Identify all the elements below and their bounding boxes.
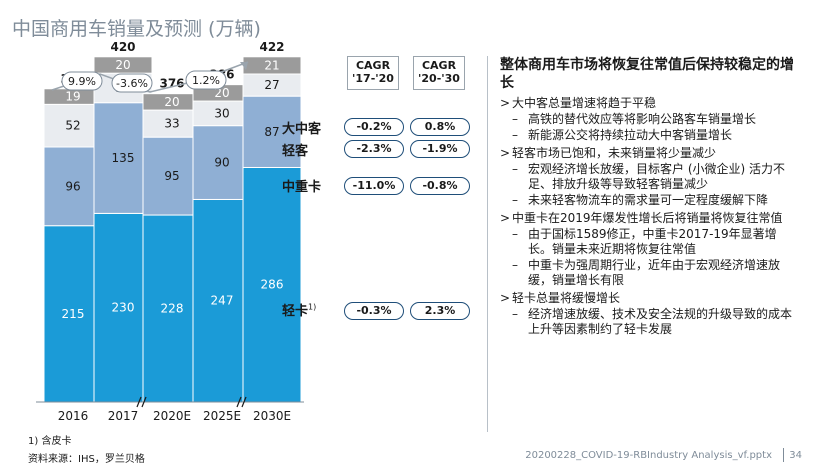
bar-segment — [93, 56, 153, 74]
x-tick-label: 2017 — [108, 409, 139, 423]
x-tick-label: 2020E — [153, 409, 191, 423]
commentary-sub-bullet: 新能源公交将持续拉动大中客销量增长 — [500, 128, 800, 143]
bar-value-label: 228 — [161, 302, 184, 316]
growth-bubble — [111, 73, 153, 93]
x-tick-label: 2030E — [253, 409, 291, 423]
bar-value-label: 27 — [264, 78, 279, 92]
cagr-pill-ltruck-17-20: -0.3% — [344, 302, 404, 320]
bar-value-label: 135 — [112, 151, 135, 165]
footer-separator — [783, 448, 784, 462]
cagr-pill-lcv-20-30: -1.9% — [410, 140, 470, 158]
segment-label-ltruck: 轻卡1) — [282, 300, 316, 319]
growth-rate-label: -3.6% — [116, 77, 148, 90]
bar-total-label: 422 — [259, 40, 284, 54]
bar-value-label: 230 — [112, 301, 135, 315]
growth-bubble — [185, 70, 227, 90]
commentary-heading: 整体商用车市场将恢复往常值后保持较稳定的增长 — [500, 57, 794, 91]
axis-break-mark — [141, 396, 147, 408]
bar-segment — [192, 100, 252, 127]
x-tick-label: 2025E — [203, 409, 241, 423]
growth-bubble — [61, 71, 103, 91]
column-divider — [487, 56, 488, 432]
commentary-bullet: 中重卡在2019年爆发性增长后将销量将恢复往常值 — [500, 211, 800, 226]
x-tick-label: 2016 — [58, 409, 89, 423]
footnote: 1) 含皮卡 — [28, 436, 72, 447]
cagr-pill-mhcv-17-20: -11.0% — [344, 177, 404, 195]
bar-value-label: 215 — [62, 307, 85, 321]
bar-value-label: 247 — [211, 294, 234, 308]
bar-total-label: 420 — [110, 40, 135, 54]
bar-segment — [242, 166, 302, 403]
bar-segment — [93, 102, 153, 214]
cagr-pill-lcv-17-20: -2.3% — [344, 140, 404, 158]
commentary-sub-bullet: 未来轻客物流车的需求量可一定程度缓解下降 — [500, 193, 800, 208]
cagr-header-line2: '17-'20 — [352, 72, 394, 85]
segment-label-mhcv: 中重卡 — [282, 180, 322, 195]
bar-value-label: 19 — [65, 90, 80, 104]
cagr-header-line2: '20-'30 — [418, 72, 460, 85]
commentary-sub-bullet: 宏观经济增长放缓，目标客户 (小微企业) 活力不足、排放升级等导致轻客销量减少 — [500, 162, 800, 192]
commentary-bullet: 轻客市场已饱和，未来销量将少量减少 — [500, 146, 800, 161]
bar-segment — [192, 125, 252, 200]
growth-rate-label: 1.2% — [192, 74, 220, 87]
commentary-sub-bullet: 中重卡为强周期行业，近年由于宏观经济增速放缓，销量增长有限 — [500, 258, 800, 288]
commentary-panel: 整体商用车市场将恢复往常值后保持较稳定的增长 大中客总量增速将趋于平稳 高铁的替… — [500, 56, 800, 337]
cagr-pill-bus-17-20: -0.2% — [344, 118, 404, 136]
source-note: 资料来源：IHS，罗兰贝格 — [28, 454, 145, 465]
segment-label-bus: 大中客 — [282, 122, 322, 137]
footnote-marker: 1) — [308, 302, 317, 312]
commentary-bullet: 轻卡总量将缓慢增长 — [500, 291, 800, 306]
growth-rate-label: 9.9% — [68, 75, 96, 88]
cagr-header-line1: CAGR — [355, 59, 391, 72]
bar-segment — [142, 214, 202, 403]
cagr-pill-mhcv-20-30: -0.8% — [410, 177, 470, 195]
segment-label-ltruck-text: 轻卡 — [282, 304, 309, 319]
cagr-header-line1: CAGR — [421, 59, 457, 72]
bar-value-label: 96 — [65, 179, 80, 193]
bar-total-label: 376 — [159, 77, 184, 91]
bar-segment — [192, 198, 252, 403]
bar-value-label: 95 — [164, 169, 179, 183]
cagr-header-17-20: CAGR '17-'20 — [347, 56, 399, 90]
page-title: 中国商用车销量及预测 (万辆) — [12, 18, 261, 40]
commentary-sub-bullet: 经济增速放缓、技术及安全法规的升级导致的成本上升等因素制约了轻卡发展 — [500, 307, 800, 337]
cagr-pill-ltruck-20-30: 2.3% — [410, 302, 470, 320]
bar-value-label: 20 — [164, 95, 179, 109]
cagr-header-20-30: CAGR '20-'30 — [413, 56, 465, 90]
bar-value-label: 20 — [115, 58, 130, 72]
bar-value-label: 87 — [264, 125, 279, 139]
commentary-bullet: 大中客总量增速将趋于平稳 — [500, 96, 800, 111]
segment-label-lcv: 轻客 — [282, 144, 309, 159]
bar-value-label: 30 — [214, 106, 229, 120]
axis-break-mark — [136, 396, 142, 408]
bar-segment — [242, 95, 302, 168]
bar-segment — [43, 146, 103, 227]
bar-value-label: 52 — [65, 119, 80, 133]
bar-value-label: 21 — [264, 58, 279, 72]
bar-value-label: 90 — [214, 156, 229, 170]
axis-break-mark — [236, 396, 242, 408]
cagr-pill-bus-20-30: 0.8% — [410, 118, 470, 136]
commentary-sub-bullet: 由于国标1589修正，中重卡2017-19年显著增长。销量未来近期将恢复往常值 — [500, 227, 800, 257]
stacked-bar-chart: 2159652193822016230135362042020172289533… — [36, 40, 304, 423]
commentary-sub-bullet: 高铁的替代效应等将影响公路客车销量增长 — [500, 112, 800, 127]
bar-value-label: 33 — [164, 117, 179, 131]
page-number: 34 — [789, 450, 802, 461]
axis-break-mark — [241, 396, 247, 408]
bar-value-label: 286 — [261, 278, 284, 292]
file-name: 20200228_COVID-19-RBIndustry Analysis_vf… — [525, 450, 772, 461]
trend-arrow-head — [240, 62, 248, 70]
